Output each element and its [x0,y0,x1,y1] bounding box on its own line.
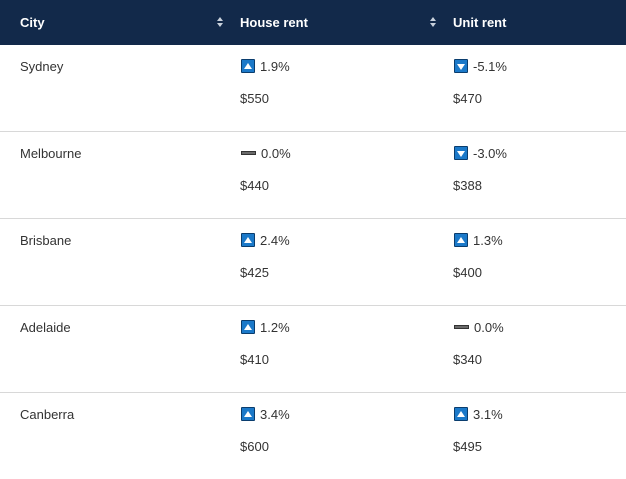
unit-change-value: 1.3% [473,232,503,248]
city-name: Brisbane [20,233,72,248]
unit-rent-price: $400 [453,265,482,280]
table-header: City House rent Unit rent [0,0,626,45]
table-row: Canberra 3.4% $600 3.1% $495 [0,393,626,479]
arrow-up-icon [454,233,468,247]
no-change-icon [241,151,256,155]
column-header-unit-rent[interactable]: Unit rent [453,15,507,30]
unit-rent-price: $495 [453,439,482,454]
city-name: Melbourne [20,146,82,161]
house-rent-price: $440 [240,178,269,193]
unit-change-value: 3.1% [473,406,503,422]
house-rent-change: 1.9% [241,58,290,74]
unit-rent-change: -3.0% [454,145,507,161]
house-rent-change: 2.4% [241,232,290,248]
city-name: Adelaide [20,320,71,335]
table-body: Sydney 1.9% $550 -5.1% $470 Melbourne 0.… [0,45,626,479]
unit-rent-change: 0.0% [454,319,504,335]
city-name: Canberra [20,407,75,422]
unit-rent-price: $388 [453,178,482,193]
house-rent-change: 1.2% [241,319,290,335]
house-change-value: 3.4% [260,406,290,422]
column-header-city[interactable]: City [20,15,45,30]
house-rent-price: $550 [240,91,269,106]
arrow-up-icon [241,59,255,73]
unit-rent-price: $340 [453,352,482,367]
house-change-value: 0.0% [261,145,291,161]
arrow-down-icon [454,59,468,73]
house-change-value: 1.9% [260,58,290,74]
city-name: Sydney [20,59,64,74]
unit-change-value: -3.0% [473,145,507,161]
arrow-up-icon [241,407,255,421]
table-row: Brisbane 2.4% $425 1.3% $400 [0,219,626,306]
house-change-value: 2.4% [260,232,290,248]
table-row: Melbourne 0.0% $440 -3.0% $388 [0,132,626,219]
unit-change-value: 0.0% [474,319,504,335]
column-header-house-rent[interactable]: House rent [240,15,308,30]
sort-icon[interactable] [217,17,223,27]
arrow-up-icon [454,407,468,421]
unit-rent-change: 3.1% [454,406,503,422]
arrow-up-icon [241,320,255,334]
house-rent-change: 3.4% [241,406,290,422]
unit-rent-price: $470 [453,91,482,106]
sort-icon[interactable] [430,17,436,27]
unit-rent-change: 1.3% [454,232,503,248]
no-change-icon [454,325,469,329]
house-rent-price: $425 [240,265,269,280]
house-rent-change: 0.0% [241,145,291,161]
house-rent-price: $410 [240,352,269,367]
house-change-value: 1.2% [260,319,290,335]
unit-change-value: -5.1% [473,58,507,74]
arrow-down-icon [454,146,468,160]
house-rent-price: $600 [240,439,269,454]
table-row: Adelaide 1.2% $410 0.0% $340 [0,306,626,393]
arrow-up-icon [241,233,255,247]
unit-rent-change: -5.1% [454,58,507,74]
table-row: Sydney 1.9% $550 -5.1% $470 [0,45,626,132]
